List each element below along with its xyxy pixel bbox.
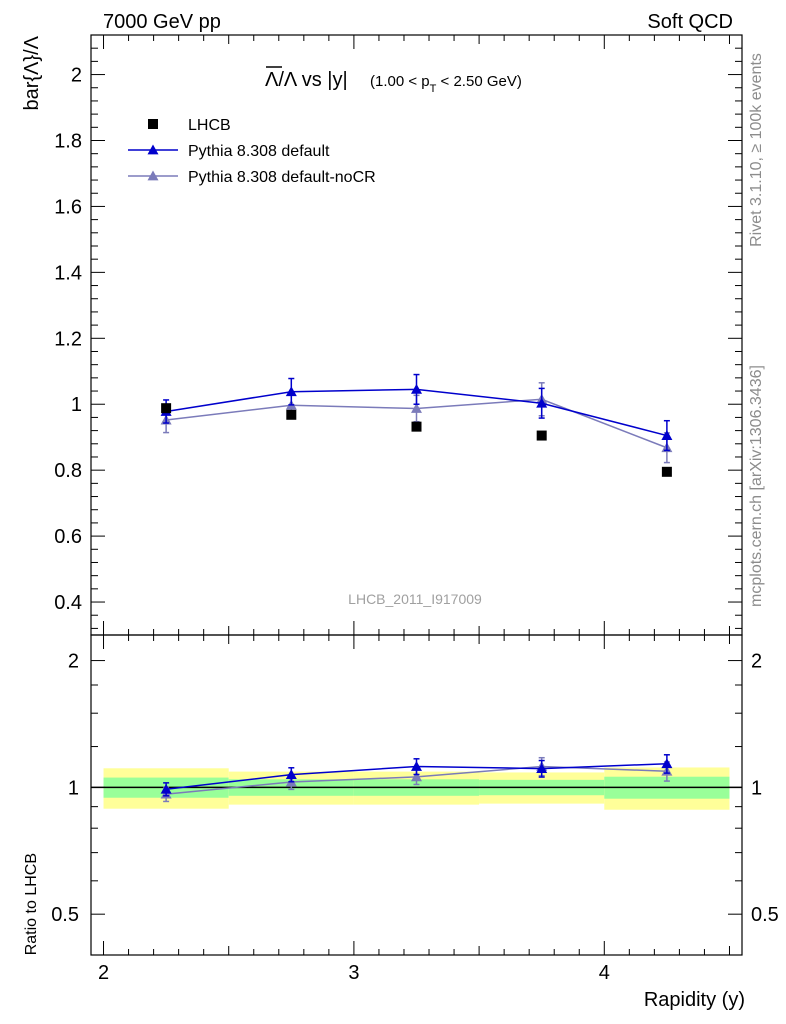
ratio-point-default [411, 760, 422, 771]
legend-label: Pythia 8.308 default [188, 143, 330, 160]
ratio-y-tick-label-right: 2 [751, 651, 762, 673]
y-tick-label: 1.8 [54, 130, 82, 152]
x-tick-label: 4 [599, 962, 610, 984]
main-series [160, 373, 673, 477]
ratio-y-tick-label: 2 [68, 651, 79, 673]
ratio-point-nocr [411, 771, 422, 782]
legend-marker-nocr [147, 170, 159, 181]
x-tick-label: 3 [348, 962, 359, 984]
y-tick-label: 1 [71, 394, 82, 416]
ratio-y-tick-label-right: 1 [751, 777, 762, 799]
ratio-y-tick-label-right: 0.5 [751, 904, 779, 926]
plot-title: Λ/Λ vs |y| (1.00 < pT < 2.50 GeV) [265, 66, 522, 95]
x-tick-label: 2 [98, 962, 109, 984]
ratio-y-tick-label: 1 [68, 777, 79, 799]
y-tick-label: 2 [71, 65, 82, 87]
legend-label: Pythia 8.308 default-noCR [188, 169, 376, 186]
ratio-point-default [661, 758, 673, 769]
point-nocr [411, 403, 422, 413]
plot-title-sub: (1.00 < pT < 2.50 GeV) [370, 73, 522, 95]
point-lhcb [536, 430, 547, 441]
point-default [661, 430, 673, 440]
ratio-point-default [160, 783, 172, 794]
legend-marker-default [147, 144, 159, 155]
y-tick-label: 1.4 [54, 262, 82, 284]
ratio-y-tick-label: 0.5 [51, 904, 79, 926]
point-lhcb [161, 403, 172, 414]
plot-title-sub-t: T [430, 83, 437, 95]
ratio-series [160, 754, 673, 803]
y-tick-label: 1.2 [54, 328, 82, 350]
y-axis-title: bar{Λ}/Λ [21, 35, 43, 110]
plot-title-main: Λ/Λ vs |y| [265, 69, 348, 91]
legend-marker-lhcb [148, 119, 158, 129]
ratio-uncertainty-bands [91, 767, 742, 810]
ratio-point-default [285, 769, 297, 780]
rivet-label: Rivet 3.1.10, ≥ 100k events [748, 53, 765, 247]
ratio-y-axis-title: Ratio to LHCB [23, 853, 40, 955]
category-label: Soft QCD [647, 11, 733, 33]
x-axis-title: Rapidity (y) [644, 989, 745, 1011]
plot-title-sub-a: (1.00 < p [370, 73, 430, 90]
source-label: mcplots.cern.ch [arXiv:1306.3436] [748, 365, 765, 607]
plot-title-sub-b: < 2.50 GeV) [436, 73, 521, 90]
ratio-frame [90, 634, 743, 956]
point-lhcb [661, 466, 672, 477]
point-default [285, 386, 297, 397]
ratio-point-default [536, 763, 548, 774]
y-tick-label: 0.6 [54, 526, 82, 548]
y-tick-label: 0.8 [54, 460, 82, 482]
y-tick-label: 1.6 [54, 196, 82, 218]
y-tick-label: 0.4 [54, 592, 82, 614]
legend-label: LHCB [188, 117, 231, 134]
legend: LHCB Pythia 8.308 default Pythia 8.308 def… [128, 117, 376, 186]
energy-label: 7000 GeV pp [103, 11, 221, 33]
axes: 2 3 4 0.4 0.6 0.8 1 1.2 1.4 1.6 1.8 2 0.5 0.5 1 1 2 2 [51, 34, 779, 984]
analysis-label: LHCB_2011_I917009 [348, 591, 482, 607]
point-default [536, 397, 548, 408]
point-lhcb [286, 409, 297, 420]
point-lhcb [411, 421, 422, 432]
point-default [411, 383, 422, 394]
